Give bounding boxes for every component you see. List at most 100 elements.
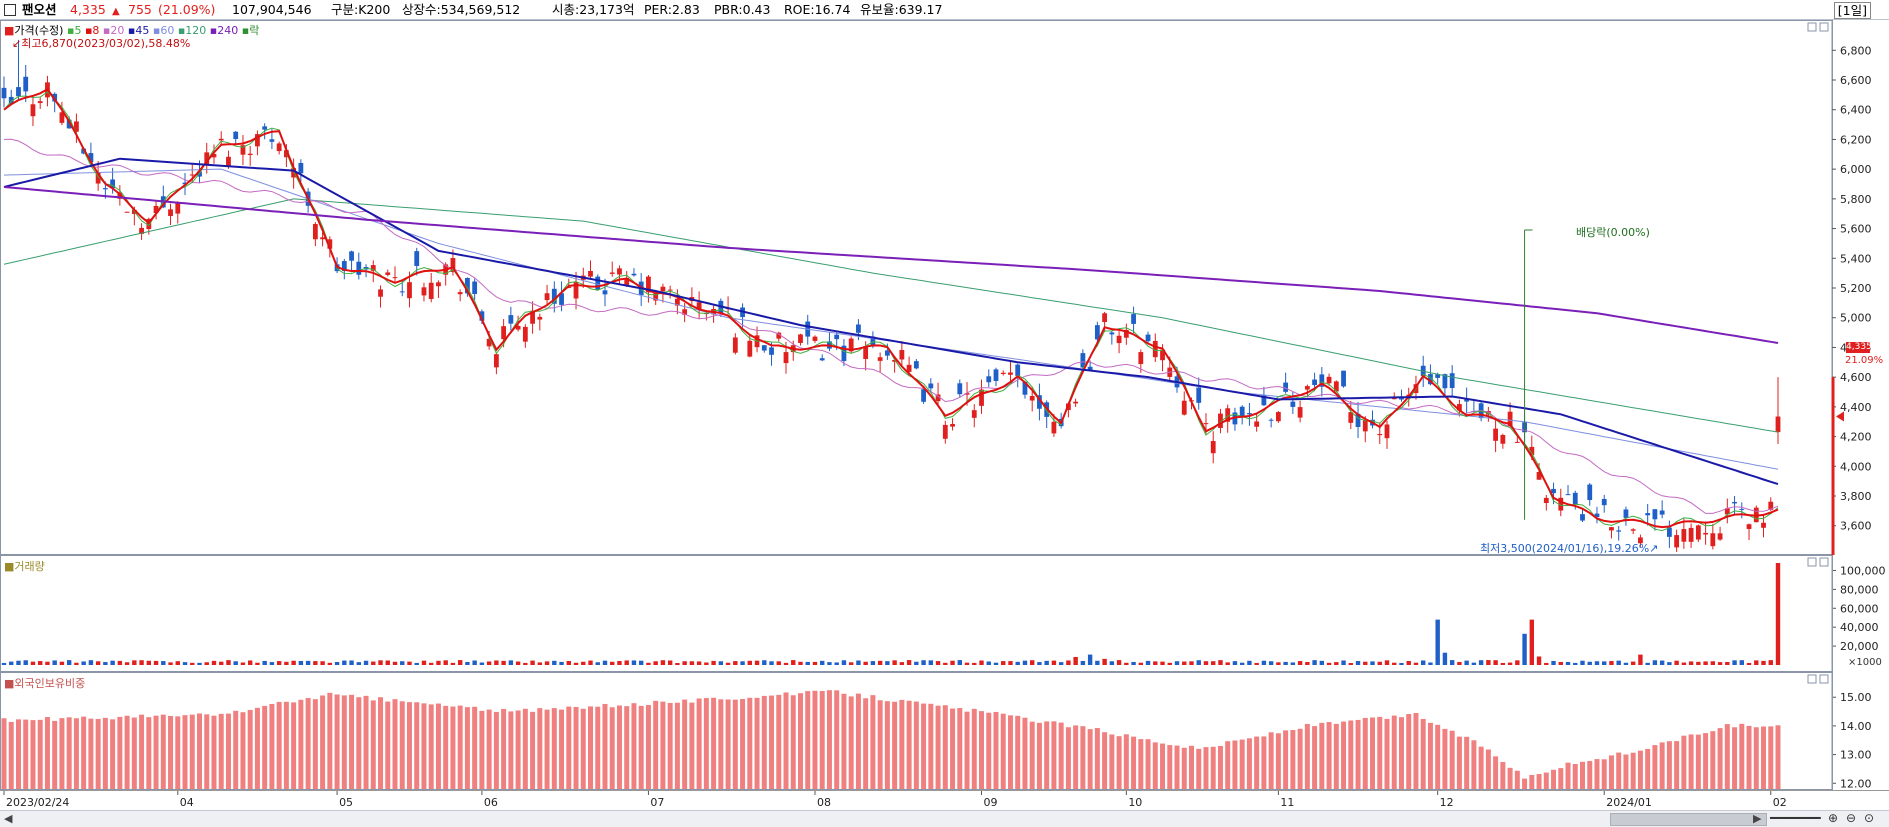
foreign-bar xyxy=(1645,748,1651,789)
candle-down xyxy=(52,93,58,102)
volume-bar xyxy=(175,661,180,665)
market-class: 구분:K200 xyxy=(331,2,391,17)
volume-bar xyxy=(1182,661,1187,665)
volume-bar xyxy=(240,662,246,665)
foreign-bar xyxy=(1261,736,1267,789)
scroll-right-icon[interactable]: ▶ xyxy=(1753,812,1762,825)
foreign-bar xyxy=(783,692,789,789)
candle-up xyxy=(1210,441,1216,454)
candle-down xyxy=(88,153,94,163)
stock-name[interactable]: 팬오션 xyxy=(22,2,57,17)
up-arrow-icon: ▲ xyxy=(112,6,120,17)
candle-up xyxy=(964,393,970,395)
volume-bar xyxy=(1703,661,1708,665)
foreign-bar xyxy=(530,711,536,789)
legend-price-label: 가격(수정) xyxy=(14,24,64,37)
x-axis-labels: 2023/02/24 04 05 06 07 08 09 10 11 12 2024/01 02 xyxy=(3,791,1787,809)
price-tick-label: 4,200 xyxy=(1840,431,1872,444)
volume-bar xyxy=(566,660,571,665)
volume-bar xyxy=(1442,652,1448,665)
candle-up xyxy=(1138,352,1144,365)
candle-up xyxy=(320,237,325,240)
legend-ex-dividend[interactable]: ▪락 xyxy=(241,24,260,37)
price-chart[interactable]: 3,6003,8004,0004,2004,4004,6004,8005,000… xyxy=(0,20,1889,555)
foreign-bar xyxy=(95,718,101,789)
candle-up xyxy=(588,270,593,277)
foreign-bar xyxy=(1464,736,1470,789)
candle-up xyxy=(899,350,905,360)
candle-down xyxy=(1080,353,1086,368)
volume-bar xyxy=(1609,661,1614,665)
candle-up xyxy=(59,112,65,123)
candle-up xyxy=(1514,441,1520,443)
zoom-out-icon[interactable]: ⊖ xyxy=(1846,811,1857,825)
foreign-bar xyxy=(1478,746,1484,789)
candle-up xyxy=(950,423,955,427)
volume-bar xyxy=(595,662,600,665)
ma20-line xyxy=(3,138,1779,514)
foreign-holding-chart[interactable]: 15.00 14.00 13.00 12.00 xyxy=(0,672,1889,790)
volume-bar xyxy=(1493,660,1498,665)
candle-up xyxy=(624,277,630,285)
volume-bar xyxy=(59,661,65,665)
volume-bar xyxy=(1334,662,1339,665)
volume-bar xyxy=(1044,660,1049,665)
legend-ma120[interactable]: ▪120 xyxy=(177,24,207,37)
price-panel: 3,6003,8004,0004,2004,4004,6004,8005,000… xyxy=(0,20,1889,555)
volume-bar xyxy=(153,660,159,665)
candle-down xyxy=(1623,509,1629,518)
foreign-bar xyxy=(950,708,956,789)
legend-ma60[interactable]: ▪60 xyxy=(152,24,175,37)
volume-bar xyxy=(1616,660,1621,665)
volume-bar xyxy=(798,661,803,665)
foreign-bar xyxy=(1051,721,1057,789)
legend-ma240[interactable]: ▪240 xyxy=(209,24,239,37)
volume-bar xyxy=(392,661,398,665)
candle-up xyxy=(378,289,383,297)
foreign-bar xyxy=(1384,718,1390,789)
legend-ma20[interactable]: ▪20 xyxy=(102,24,125,37)
candle-up xyxy=(660,286,666,292)
foreign-bar xyxy=(1304,723,1310,789)
volume-bar xyxy=(429,662,434,665)
foreign-bar xyxy=(276,701,282,789)
volume-chart[interactable]: 100,000 80,000 60,000 40,000 20,000 xyxy=(0,555,1889,672)
scroll-left-icon[interactable]: ◀ xyxy=(4,812,13,825)
scroll-thumb[interactable] xyxy=(1610,813,1767,826)
legend-ma45[interactable]: ▪45 xyxy=(127,24,150,37)
foreign-bar xyxy=(146,717,152,789)
volume-bar xyxy=(1312,660,1317,665)
foreign-bar xyxy=(66,717,72,789)
foreign-bar xyxy=(1449,730,1455,789)
zoom-slider-icon[interactable]: ━━━━━━━ xyxy=(1770,811,1821,825)
volume-bar xyxy=(45,661,50,665)
foreign-bar xyxy=(1666,741,1672,789)
volume-bar xyxy=(964,662,970,665)
volume-bar xyxy=(1189,661,1194,665)
zoom-fit-icon[interactable]: ⊙ xyxy=(1864,811,1875,825)
volume-bar xyxy=(465,661,470,665)
volume-unit: ×1000 xyxy=(1848,657,1882,668)
period-selector[interactable]: [1일] xyxy=(1833,2,1871,19)
volume-bar xyxy=(1276,662,1281,665)
candle-up xyxy=(877,357,883,361)
foreign-bar xyxy=(1391,715,1397,789)
candle-down xyxy=(1580,514,1585,521)
volume-bar xyxy=(1051,660,1057,665)
legend-ma8[interactable]: ▪8 xyxy=(84,24,100,37)
foreign-bar xyxy=(986,712,992,789)
foreign-bar xyxy=(1297,728,1303,789)
horizontal-scrollbar[interactable]: ◀ ▶ ━━━━━━━ ⊕ ⊖ ⊙ xyxy=(0,810,1889,827)
legend-ma5[interactable]: ▪5 xyxy=(66,24,82,37)
foreign-bar xyxy=(305,698,311,789)
foreign-bar xyxy=(725,699,731,789)
select-checkbox[interactable] xyxy=(4,4,16,16)
foreign-bar xyxy=(1674,741,1680,789)
zoom-in-icon[interactable]: ⊕ xyxy=(1828,811,1839,825)
ma240-line xyxy=(3,186,1779,344)
candle-down xyxy=(1341,370,1346,387)
volume-bar xyxy=(88,660,94,665)
candle-up xyxy=(696,302,702,310)
foreign-bar xyxy=(1630,752,1636,789)
volume-bar xyxy=(1254,662,1259,665)
